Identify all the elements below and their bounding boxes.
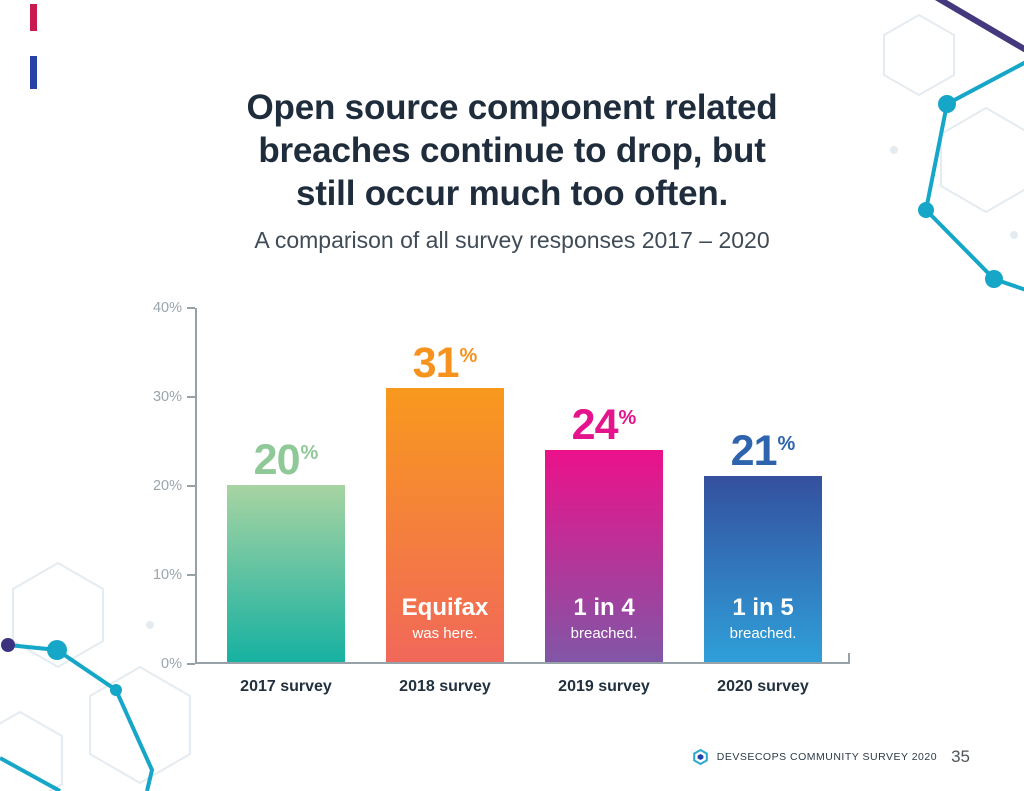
x-axis-label-2018: 2018 survey [399, 678, 491, 695]
bar-value-label: 31% [386, 338, 504, 387]
bar-annotation [227, 639, 345, 642]
annotation-sub: breached. [570, 625, 638, 642]
bar-value-label: 21% [704, 430, 822, 473]
bar-value-number: 20 [253, 436, 301, 484]
bar-value-number: 21 [730, 427, 778, 476]
bar-annotation: 1 in 4 breached. [545, 594, 663, 642]
annotation-sub: breached. [729, 625, 797, 642]
y-tick-label: 20% [152, 478, 182, 494]
y-tick-label: 40% [152, 300, 182, 316]
page-number: 35 [951, 747, 970, 766]
bar-value-label: 20% [227, 439, 345, 482]
y-axis: 40% 30% 20% 10% 0% [148, 300, 195, 672]
bar-2018: Equifax was here. [386, 387, 504, 662]
y-tick-30: 30% [153, 389, 195, 405]
tick-mark [187, 663, 195, 665]
bar-annotation: Equifax was here. [386, 594, 504, 642]
percent-sign: % [777, 433, 796, 456]
title-line-2: breaches continue to drop, but [258, 131, 766, 170]
bar-group-2019: 24% 1 in 4 breached. 2019 survey [545, 308, 663, 695]
annotation-main: 1 in 5 [732, 594, 794, 621]
footer-brand-text: DEVSECOPS COMMUNITY SURVEY 2020 [716, 751, 938, 763]
annotation-sub: was here. [412, 625, 478, 642]
tick-mark [187, 574, 195, 576]
percent-sign: % [618, 406, 637, 429]
bar-group-2017: 20% 2017 survey [227, 308, 345, 695]
page-title: Open source component related breaches c… [0, 86, 1024, 215]
tick-mark [187, 307, 195, 309]
x-axis-label-2017: 2017 survey [240, 678, 332, 695]
left-edge-crimson-bar-decoration [30, 4, 37, 31]
bar-value-label: 24% [545, 400, 663, 449]
bar-chart: 40% 30% 20% 10% 0% 20% [148, 300, 878, 720]
footer: DEVSECOPS COMMUNITY SURVEY 2020 35 [692, 747, 970, 767]
page-subtitle: A comparison of all survey responses 201… [254, 227, 770, 253]
x-axis-label-2019: 2019 survey [558, 678, 650, 695]
percent-sign: % [459, 344, 478, 367]
annotation-main: 1 in 4 [573, 594, 635, 621]
y-tick-40: 40% [153, 300, 195, 316]
bar-group-2018: 31% Equifax was here. 2018 survey [386, 308, 504, 695]
bar-2019: 1 in 4 breached. [545, 449, 663, 662]
y-tick-0: 0% [161, 656, 195, 672]
title-line-3: still occur much too often. [295, 174, 729, 213]
y-tick-label: 0% [161, 656, 182, 672]
plot-area: 20% 2017 survey 31% Equifax wa [195, 308, 850, 695]
bar-2017 [227, 485, 345, 662]
bar-value-number: 24 [571, 400, 619, 449]
annotation-main: Equifax [401, 594, 489, 621]
percent-sign: % [300, 442, 319, 464]
y-tick-20: 20% [153, 478, 195, 494]
tick-mark [187, 396, 195, 398]
hexagon-logo-icon [692, 749, 708, 765]
tick-mark [187, 485, 195, 487]
bar-2020: 1 in 5 breached. [704, 476, 822, 662]
bar-value-number: 31 [412, 338, 460, 387]
y-tick-10: 10% [153, 567, 195, 583]
bar-annotation: 1 in 5 breached. [704, 594, 822, 642]
bar-group-2020: 21% 1 in 5 breached. 2020 survey [704, 308, 822, 695]
y-tick-label: 10% [152, 567, 182, 583]
title-line-1: Open source component related [246, 88, 778, 127]
left-edge-blue-bar-decoration [30, 56, 37, 89]
x-axis-label-2020: 2020 survey [717, 678, 809, 695]
y-tick-label: 30% [152, 389, 182, 405]
